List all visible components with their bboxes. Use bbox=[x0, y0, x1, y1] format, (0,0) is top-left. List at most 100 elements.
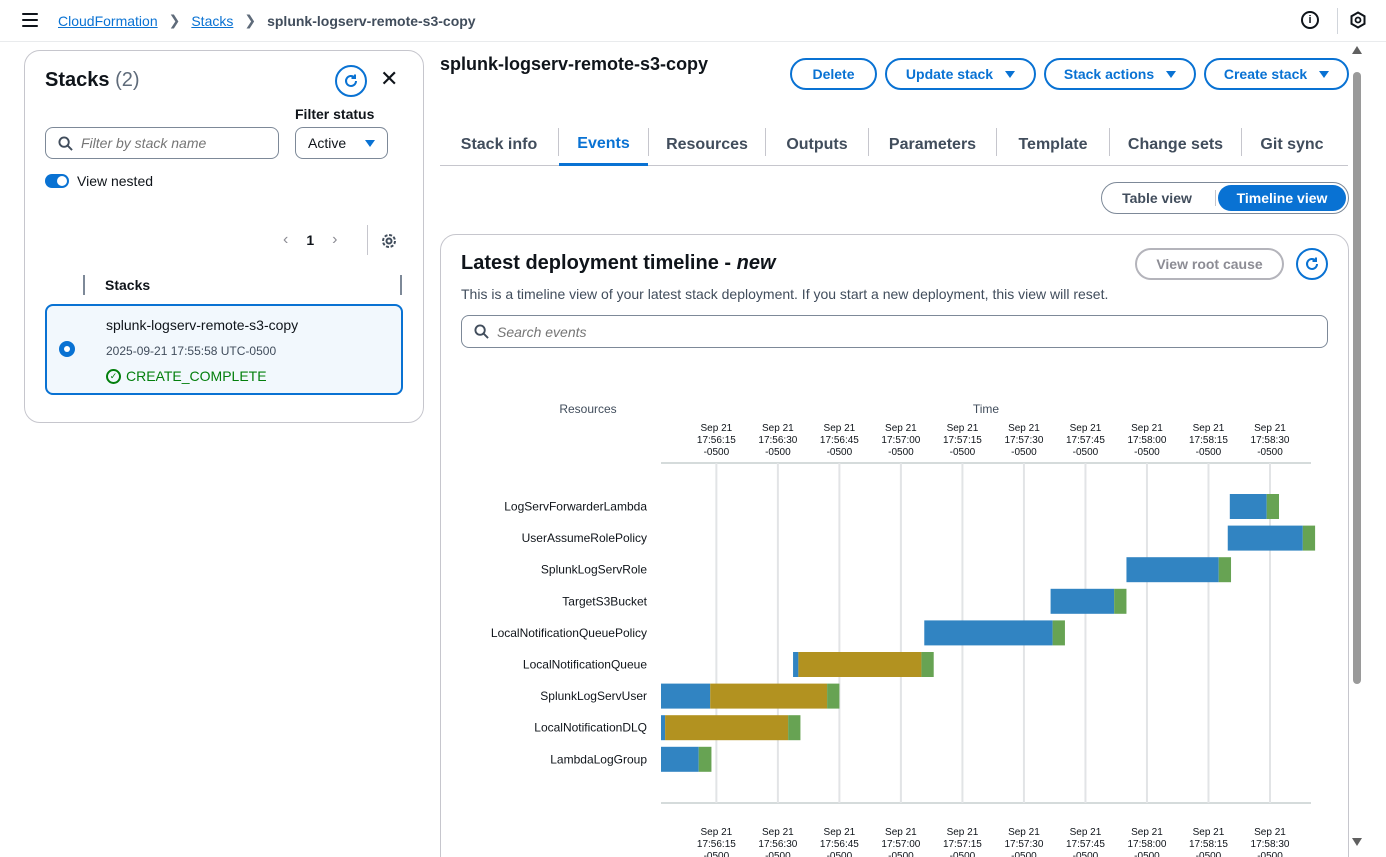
stack-list-item[interactable]: splunk-logserv-remote-s3-copy 2025-09-21… bbox=[45, 304, 403, 395]
search-icon bbox=[474, 324, 489, 339]
event-search-input[interactable] bbox=[497, 323, 1277, 340]
tick-label-top: -0500 bbox=[950, 447, 976, 458]
refresh-icon bbox=[345, 74, 357, 87]
breadcrumb: CloudFormation ❯ Stacks ❯ splunk-logserv… bbox=[58, 12, 476, 29]
tick-label-top: -0500 bbox=[827, 447, 853, 458]
view-nested-toggle[interactable] bbox=[45, 174, 69, 188]
tick-label-bottom: 17:56:45 bbox=[820, 839, 859, 850]
tick-label-bottom: Sep 21 bbox=[824, 827, 856, 838]
tab-outputs[interactable]: Outputs bbox=[786, 136, 848, 153]
tick-label-bottom: Sep 21 bbox=[947, 827, 979, 838]
tick-label-top: Sep 21 bbox=[762, 423, 794, 434]
tick-label-top: -0500 bbox=[704, 447, 730, 458]
page-title: splunk-logserv-remote-s3-copy bbox=[440, 54, 709, 74]
tab-events[interactable]: Events bbox=[559, 124, 648, 166]
tab-bar: Stack info Events Resources Outputs Para… bbox=[440, 124, 1348, 166]
stack-date: 2025-09-21 17:55:58 UTC-0500 bbox=[106, 344, 277, 358]
stack-search-field[interactable] bbox=[45, 127, 279, 159]
timeline-bar-in_progress bbox=[793, 652, 799, 677]
hexagon-icon[interactable] bbox=[1349, 11, 1367, 29]
tick-label-top: -0500 bbox=[1134, 447, 1160, 458]
stack-status: ✓ CREATE_COMPLETE bbox=[106, 368, 267, 384]
filter-status-value: Active bbox=[308, 135, 347, 151]
timeline-bar-in_progress bbox=[1229, 494, 1267, 519]
tick-label-bottom: Sep 21 bbox=[762, 827, 794, 838]
tick-label-bottom: -0500 bbox=[1073, 851, 1099, 857]
breadcrumb-cloudformation[interactable]: CloudFormation bbox=[58, 12, 158, 29]
stack-actions-button[interactable]: Stack actions bbox=[1044, 58, 1196, 90]
view-root-cause-button[interactable]: View root cause bbox=[1135, 248, 1284, 280]
resource-label: LambdaLogGroup bbox=[550, 752, 647, 766]
timeline-bar-complete bbox=[788, 715, 801, 741]
resource-label: LocalNotificationQueue bbox=[523, 658, 647, 672]
scroll-down-arrow[interactable] bbox=[1352, 838, 1362, 846]
stacks-panel: Stacks (2) ✕ Filter status Active View n… bbox=[24, 50, 424, 423]
tab-resources[interactable]: Resources bbox=[666, 136, 748, 153]
resource-label: LocalNotificationQueuePolicy bbox=[491, 626, 647, 640]
caret-down-icon bbox=[1166, 70, 1177, 78]
tick-label-top: 17:56:15 bbox=[697, 435, 736, 446]
refresh-icon bbox=[1306, 257, 1318, 270]
caret-down-icon bbox=[1005, 70, 1016, 78]
tick-label-bottom: -0500 bbox=[827, 851, 853, 857]
tab-template[interactable]: Template bbox=[1018, 136, 1088, 153]
stack-radio[interactable] bbox=[59, 341, 75, 357]
breadcrumb-stacks[interactable]: Stacks bbox=[191, 12, 234, 29]
page-number[interactable]: 1 bbox=[306, 232, 315, 248]
timeline-bar-in_progress bbox=[1126, 557, 1219, 583]
timeline-bar-in_progress bbox=[661, 746, 699, 772]
close-icon[interactable]: ✕ bbox=[380, 66, 399, 91]
scrollbar-thumb[interactable] bbox=[1353, 72, 1361, 684]
info-icon[interactable]: i bbox=[1301, 11, 1319, 29]
timeline-bar-complete bbox=[1302, 525, 1316, 551]
tick-label-top: Sep 21 bbox=[1193, 423, 1225, 434]
timeline-bar-complete bbox=[1114, 588, 1127, 614]
chevron-left-icon[interactable]: ‹ bbox=[283, 231, 289, 248]
tick-label-top: -0500 bbox=[888, 447, 914, 458]
tick-label-top: Sep 21 bbox=[1131, 423, 1163, 434]
timeline-bar-in_progress bbox=[924, 620, 1053, 646]
timeline-bar-in_progress bbox=[1227, 525, 1303, 551]
tick-label-top: 17:57:45 bbox=[1066, 435, 1105, 446]
timeline-bar-in_progress bbox=[661, 715, 666, 741]
tick-label-bottom: 17:58:30 bbox=[1251, 839, 1290, 850]
caret-down-icon bbox=[1319, 70, 1330, 78]
timeline-refresh-button[interactable] bbox=[1296, 248, 1328, 280]
tick-label-top: Sep 21 bbox=[947, 423, 979, 434]
top-navigation: CloudFormation ❯ Stacks ❯ splunk-logserv… bbox=[0, 0, 1386, 42]
tab-parameters[interactable]: Parameters bbox=[888, 136, 977, 153]
tick-label-bottom: -0500 bbox=[1134, 851, 1160, 857]
tick-label-bottom: -0500 bbox=[950, 851, 976, 857]
create-stack-button[interactable]: Create stack bbox=[1204, 58, 1349, 90]
tick-label-top: -0500 bbox=[1073, 447, 1099, 458]
filter-status-select[interactable]: Active bbox=[295, 127, 388, 159]
tab-git-sync[interactable]: Git sync bbox=[1260, 136, 1324, 153]
scroll-up-arrow[interactable] bbox=[1352, 46, 1362, 54]
tick-label-top: Sep 21 bbox=[1008, 423, 1040, 434]
caret-down-icon bbox=[365, 139, 375, 147]
menu-icon[interactable] bbox=[22, 13, 38, 27]
tick-label-top: 17:56:45 bbox=[820, 435, 859, 446]
timeline-title: Latest deployment timeline - new bbox=[461, 252, 776, 274]
tab-stack-info[interactable]: Stack info bbox=[460, 136, 538, 153]
check-circle-icon: ✓ bbox=[106, 368, 121, 384]
resource-label: LogServForwarderLambda bbox=[504, 500, 647, 514]
stack-search-input[interactable] bbox=[81, 135, 261, 151]
tick-label-top: 17:58:00 bbox=[1127, 435, 1166, 446]
update-stack-button[interactable]: Update stack bbox=[885, 58, 1036, 90]
tick-label-top: Sep 21 bbox=[885, 423, 917, 434]
timeline-view-button[interactable]: Timeline view bbox=[1218, 185, 1346, 211]
table-view-button[interactable]: Table view bbox=[1122, 190, 1192, 206]
tick-label-bottom: Sep 21 bbox=[1254, 827, 1286, 838]
refresh-button[interactable] bbox=[335, 65, 367, 97]
gear-icon[interactable] bbox=[380, 232, 398, 250]
event-search-field[interactable] bbox=[461, 315, 1328, 348]
tick-label-bottom: -0500 bbox=[765, 851, 791, 857]
tick-label-top: 17:58:30 bbox=[1251, 435, 1290, 446]
tab-change-sets[interactable]: Change sets bbox=[1127, 136, 1224, 153]
chevron-right-icon[interactable]: › bbox=[332, 231, 338, 248]
delete-button[interactable]: Delete bbox=[790, 58, 877, 90]
tick-label-bottom: -0500 bbox=[1011, 851, 1037, 857]
tick-label-top: Sep 21 bbox=[1070, 423, 1102, 434]
tick-label-top: -0500 bbox=[1257, 447, 1283, 458]
